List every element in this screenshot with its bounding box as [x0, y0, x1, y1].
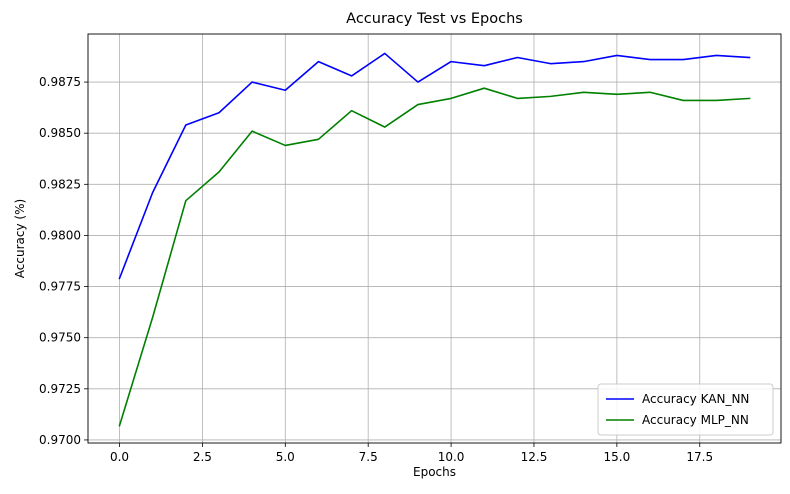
legend: Accuracy KAN_NN Accuracy MLP_NN	[597, 383, 774, 436]
x-tick-label: 10.0	[438, 450, 465, 464]
y-tick-label: 0.9825	[39, 177, 81, 191]
tick-layer: 0.0 2.5 5.0 7.5 10.0 12.5 15.0 17.5 0.9700 0.9725…	[39, 75, 713, 464]
legend-box	[597, 383, 774, 436]
y-tick-label: 0.9700	[39, 433, 81, 447]
series-layer	[118, 52, 751, 427]
x-tick-label: 17.5	[686, 450, 713, 464]
series-line-kan-nn	[118, 52, 751, 280]
series-line-mlp-nn	[118, 87, 751, 427]
x-tick-label: 12.5	[521, 450, 548, 464]
y-tick-label: 0.9800	[39, 228, 81, 242]
x-tick-label: 0.0	[110, 450, 129, 464]
legend-label: Accuracy KAN_NN	[642, 392, 749, 406]
x-tick-label: 7.5	[359, 450, 378, 464]
chart-title: Accuracy Test vs Epochs	[346, 11, 523, 27]
x-tick-label: 2.5	[193, 450, 212, 464]
y-tick-label: 0.9875	[39, 75, 81, 89]
y-axis-title: Accuracy (%)	[13, 199, 27, 278]
plot-frame	[87, 33, 782, 444]
x-tick-label: 5.0	[276, 450, 295, 464]
y-tick-label: 0.9725	[39, 382, 81, 396]
y-tick-label: 0.9775	[39, 280, 81, 294]
x-tick-label: 15.0	[604, 450, 631, 464]
legend-label: Accuracy MLP_NN	[642, 413, 749, 427]
grid-layer	[88, 34, 781, 443]
y-tick-label: 0.9850	[39, 126, 81, 140]
x-axis-title: Epochs	[413, 465, 456, 479]
y-tick-label: 0.9750	[39, 331, 81, 345]
